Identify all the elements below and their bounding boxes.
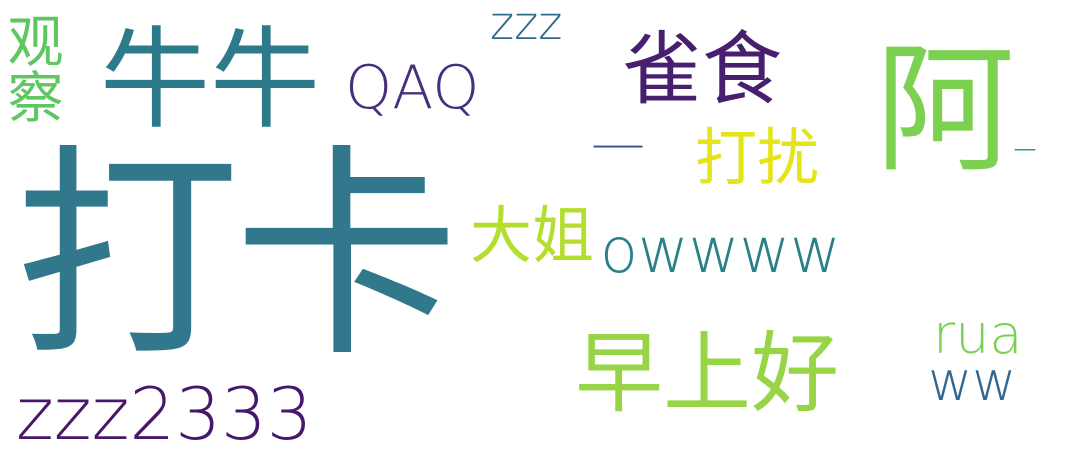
word-dajie: 大姐 — [470, 199, 595, 272]
word-darao: 打扰 — [695, 121, 820, 194]
word-owwww: owwww — [600, 214, 841, 287]
word-double-underscore: __ — [594, 92, 642, 148]
word-a: 阿 — [851, 35, 1014, 175]
word-daka: 打卡 — [15, 126, 459, 388]
word-zzz: zzz — [490, 0, 563, 50]
word-guancha: 观察 — [0, 12, 63, 124]
word-ww: ww — [928, 350, 1017, 413]
word-queshi: 雀食 — [622, 23, 782, 116]
word-zzz2333: zzz2333 — [16, 372, 313, 456]
word-rua: rua — [933, 303, 1023, 366]
word-zaoshanghao: 早上好 — [575, 322, 840, 425]
word-underscore: _ — [1015, 105, 1035, 151]
word-niuniu: 牛牛 — [100, 16, 320, 144]
word-qaq: QAQ — [345, 53, 480, 123]
